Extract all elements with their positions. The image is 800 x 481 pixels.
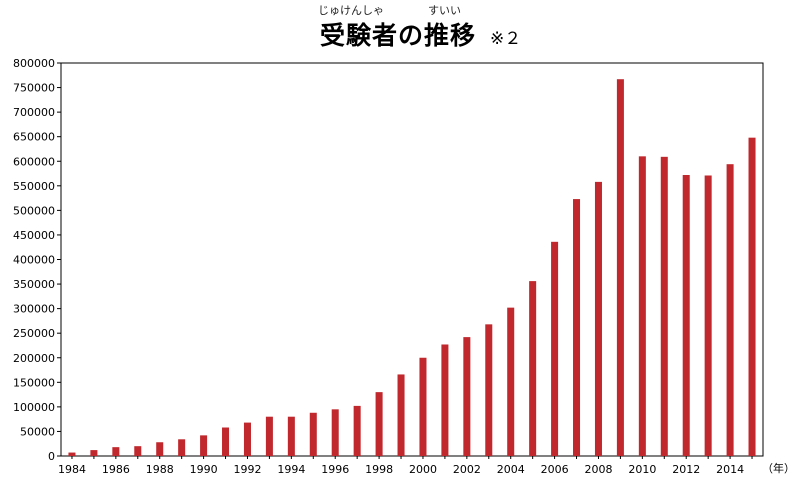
plot-frame xyxy=(60,62,764,457)
y-tick-label: 200000 xyxy=(13,352,55,365)
bar-1993 xyxy=(265,416,273,456)
bars xyxy=(68,79,756,457)
bar-1984 xyxy=(68,452,76,456)
y-tick-label: 250000 xyxy=(13,327,55,340)
y-tick-label: 50000 xyxy=(20,425,55,438)
title-ruby-1: じゅけんしゃ xyxy=(318,4,384,17)
x-tick-label: 2006 xyxy=(541,463,569,476)
x-axis: 1984 1986 1988 1990 1992 1994 1996 1998 2000 2002… xyxy=(58,456,753,476)
bar-1997 xyxy=(353,405,361,456)
y-tick-label: 500000 xyxy=(13,204,55,217)
y-tick-label: 700000 xyxy=(13,106,55,119)
y-tick-label: 450000 xyxy=(13,229,55,242)
bar-1985 xyxy=(90,450,98,456)
y-tick-label: 0 xyxy=(48,450,55,463)
x-tick-label: 1996 xyxy=(321,463,349,476)
bar-2000 xyxy=(419,357,427,456)
x-tick-label: 1990 xyxy=(190,463,218,476)
bar-2005 xyxy=(529,281,537,456)
bar-1989 xyxy=(178,439,186,456)
bar-1992 xyxy=(243,422,251,456)
bar-1996 xyxy=(331,409,339,456)
bar-2013 xyxy=(704,175,712,456)
y-tick-label: 750000 xyxy=(13,82,55,95)
x-tick-label: 2002 xyxy=(453,463,481,476)
bar-2002 xyxy=(463,337,471,456)
x-tick-label: 1988 xyxy=(146,463,174,476)
title-ruby-2: すいい xyxy=(428,4,461,17)
chart-title: 受験者の推移 xyxy=(320,21,477,50)
bar-1987 xyxy=(134,446,142,456)
y-tick-label: 600000 xyxy=(13,155,55,168)
x-axis-unit: （年） xyxy=(762,461,795,475)
bar-2006 xyxy=(551,241,559,456)
bar-2010 xyxy=(638,156,646,456)
y-tick-label: 650000 xyxy=(13,131,55,144)
title-note: ※２ xyxy=(490,29,522,49)
y-tick-label: 400000 xyxy=(13,254,55,267)
x-tick-label: 1984 xyxy=(58,463,86,476)
bar-2003 xyxy=(485,324,493,456)
y-tick-label: 350000 xyxy=(13,278,55,291)
x-tick-label: 2004 xyxy=(497,463,525,476)
bar-1990 xyxy=(200,435,208,456)
x-tick-label: 1992 xyxy=(233,463,261,476)
y-tick-label: 300000 xyxy=(13,303,55,316)
bar-2012 xyxy=(682,175,690,456)
y-axis: 0 50000 100000 150000 200000 250000 300000 3500… xyxy=(13,57,61,463)
x-tick-label: 2010 xyxy=(628,463,656,476)
bar-2007 xyxy=(573,199,581,457)
bar-2015 xyxy=(748,137,756,457)
bar-2011 xyxy=(660,156,668,457)
y-tick-label: 550000 xyxy=(13,180,55,193)
chart-title-area: じゅけんしゃ すいい 受験者の推移 ※２ xyxy=(0,0,800,50)
y-tick-label: 150000 xyxy=(13,376,55,389)
x-tick-label: 1986 xyxy=(102,463,130,476)
bar-1991 xyxy=(222,427,230,456)
bar-1994 xyxy=(287,416,295,456)
bar-2014 xyxy=(726,164,734,456)
bar-2001 xyxy=(441,344,449,456)
bar-1999 xyxy=(397,374,405,456)
bar-1998 xyxy=(375,392,383,456)
x-tick-label: 1994 xyxy=(277,463,305,476)
bar-1995 xyxy=(309,412,317,456)
x-tick-label: 2000 xyxy=(409,463,437,476)
y-tick-label: 800000 xyxy=(13,57,55,70)
x-tick-label: 2008 xyxy=(584,463,612,476)
y-tick-label: 100000 xyxy=(13,401,55,414)
x-tick-label: 1998 xyxy=(365,463,393,476)
x-tick-label: 2014 xyxy=(716,463,744,476)
x-tick-label: 2012 xyxy=(672,463,700,476)
bar-2009 xyxy=(616,79,624,457)
bar-2008 xyxy=(594,181,602,456)
bar-1988 xyxy=(156,442,164,456)
bar-2004 xyxy=(507,307,515,456)
bar-1986 xyxy=(112,447,120,456)
